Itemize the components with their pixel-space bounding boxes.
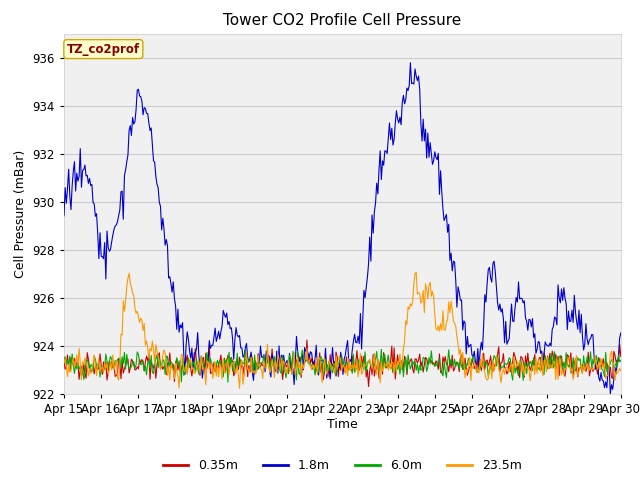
Legend: 0.35m, 1.8m, 6.0m, 23.5m: 0.35m, 1.8m, 6.0m, 23.5m — [158, 455, 527, 477]
Title: Tower CO2 Profile Cell Pressure: Tower CO2 Profile Cell Pressure — [223, 13, 461, 28]
X-axis label: Time: Time — [327, 419, 358, 432]
Y-axis label: Cell Pressure (mBar): Cell Pressure (mBar) — [14, 149, 27, 278]
Text: TZ_co2prof: TZ_co2prof — [67, 43, 140, 56]
